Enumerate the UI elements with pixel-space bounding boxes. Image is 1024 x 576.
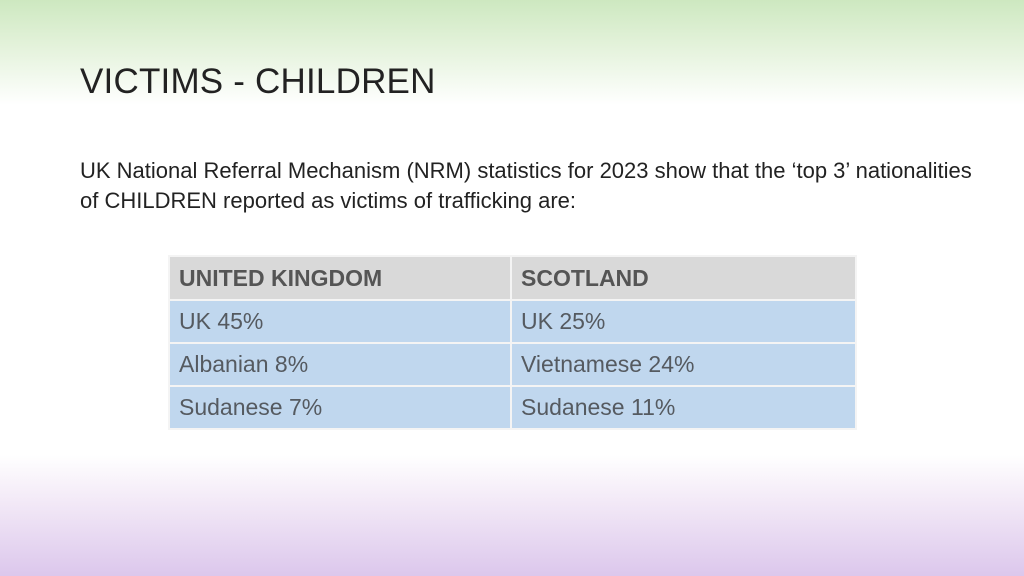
header-scotland: SCOTLAND — [510, 255, 857, 301]
table-cell-scotland: UK 25% — [510, 299, 857, 344]
slide-body-text: UK National Referral Mechanism (NRM) sta… — [80, 158, 972, 213]
table-row: Albanian 8% Vietnamese 24% — [168, 342, 857, 387]
table-cell-uk: UK 45% — [168, 299, 512, 344]
table-row: UK 45% UK 25% — [168, 299, 857, 344]
nationality-stats-table: UNITED KINGDOM SCOTLAND UK 45% UK 25% Al… — [168, 255, 857, 430]
slide-title: VICTIMS - CHILDREN — [80, 62, 436, 101]
table-header-row: UNITED KINGDOM SCOTLAND — [168, 255, 857, 301]
table-cell-scotland: Sudanese 11% — [510, 385, 857, 430]
header-united-kingdom: UNITED KINGDOM — [168, 255, 512, 301]
table-row: Sudanese 7% Sudanese 11% — [168, 385, 857, 430]
table-cell-uk: Albanian 8% — [168, 342, 512, 387]
table-cell-scotland: Vietnamese 24% — [510, 342, 857, 387]
table-cell-uk: Sudanese 7% — [168, 385, 512, 430]
